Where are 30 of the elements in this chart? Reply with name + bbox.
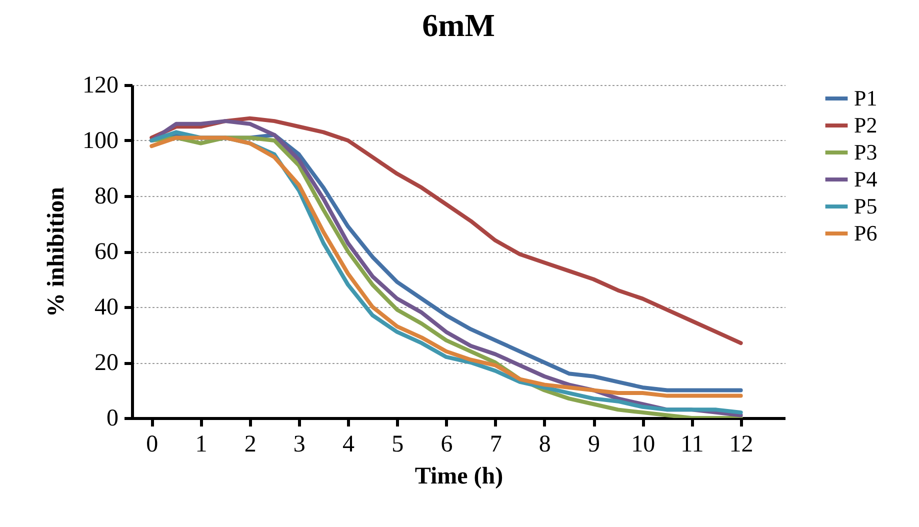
y-tick-label: 0 [106,406,118,432]
legend-label: P4 [854,166,878,192]
y-axis-title: % inhibition [44,186,70,318]
chart-title: 6mM [422,7,495,43]
x-tick-label: 8 [538,432,551,458]
legend-label: P3 [854,140,878,164]
y-tick-label: 40 [94,294,118,320]
x-tick-label: 1 [195,432,208,458]
x-tick-label: 2 [244,432,256,458]
x-tick-label: 12 [729,432,754,458]
legend-label: P2 [854,112,878,138]
line-series [150,116,743,346]
legend-label: P5 [854,194,878,218]
legend-label: P1 [854,86,878,110]
x-tick-label: 9 [588,432,600,458]
x-tick-label: 7 [490,432,502,458]
x-tick-label: 11 [680,432,704,458]
y-tick-label: 80 [94,184,118,210]
x-axis-title: Time (h) [414,464,504,490]
x-tick-label: 6 [440,432,453,458]
x-tick-label: 3 [293,432,306,458]
x-tick-label: 0 [146,432,158,458]
y-tick-label: 120 [82,72,118,98]
x-tick-label: 10 [631,432,656,458]
y-tick-label: 20 [94,350,118,376]
x-tick-label: 4 [342,432,355,458]
legend-label: P6 [854,220,878,246]
x-tick-label: 5 [392,432,404,458]
y-tick-label: 60 [94,239,118,265]
y-tick-label: 100 [82,128,118,154]
